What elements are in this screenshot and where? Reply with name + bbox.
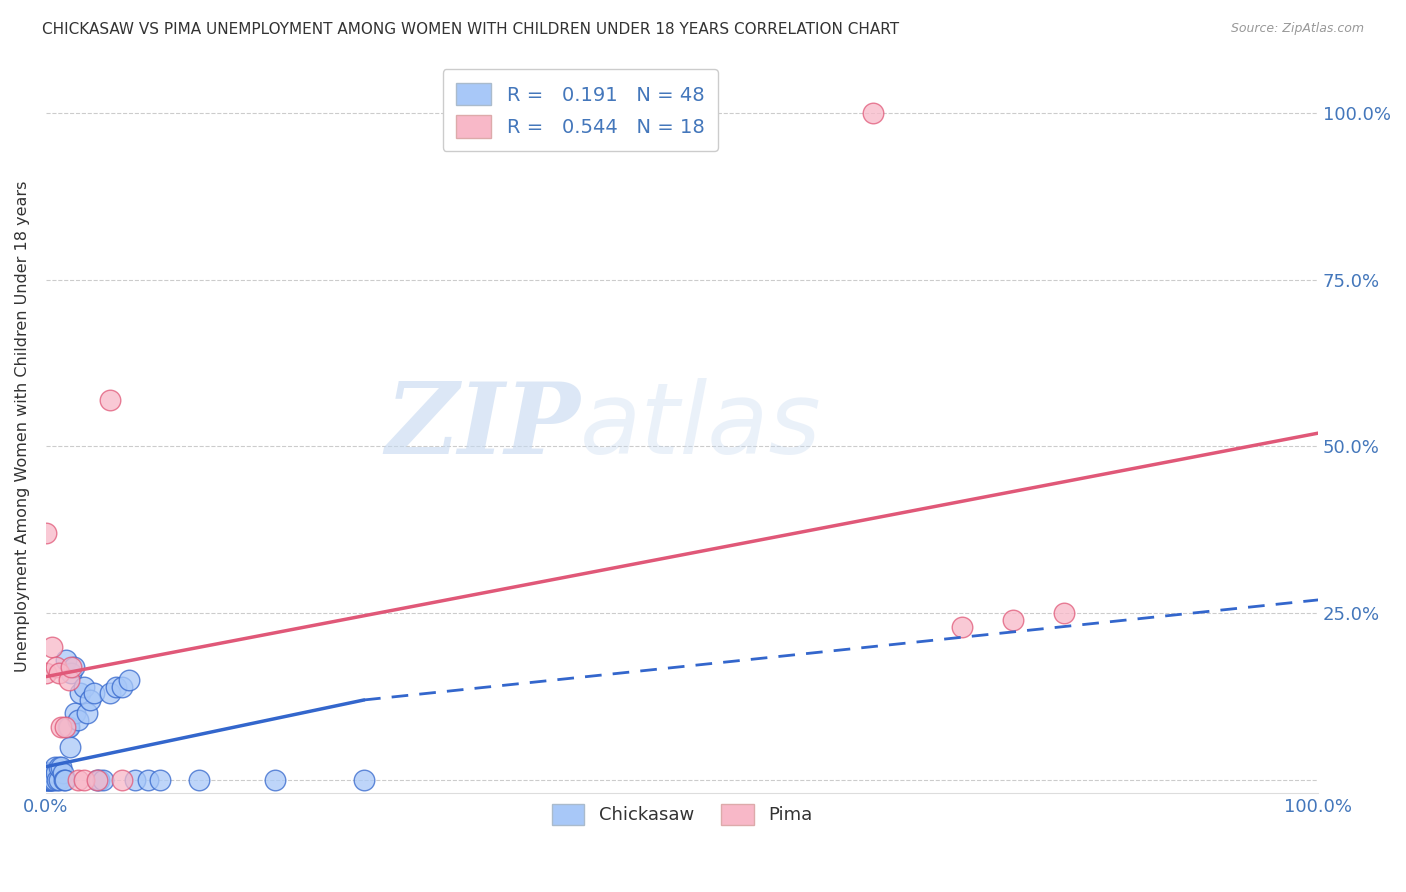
Point <box>187 772 209 787</box>
Point <box>41 766 63 780</box>
Point <box>52 772 75 787</box>
Point <box>66 772 89 787</box>
Point <box>111 772 134 787</box>
Point <box>353 772 375 787</box>
Legend: Chickasaw, Pima: Chickasaw, Pima <box>541 793 823 836</box>
Point <box>35 766 58 780</box>
Point <box>38 772 60 787</box>
Point <box>51 766 73 780</box>
Point <box>86 772 108 787</box>
Point <box>51 759 73 773</box>
Point <box>53 772 76 787</box>
Point <box>35 526 58 541</box>
Point <box>42 772 65 787</box>
Point <box>98 392 121 407</box>
Y-axis label: Unemployment Among Women with Children Under 18 years: Unemployment Among Women with Children U… <box>15 181 30 673</box>
Point <box>83 686 105 700</box>
Point <box>69 686 91 700</box>
Point <box>111 680 134 694</box>
Text: atlas: atlas <box>581 378 823 475</box>
Point <box>63 659 86 673</box>
Point <box>1001 613 1024 627</box>
Point <box>104 680 127 694</box>
Point <box>60 659 83 673</box>
Point <box>73 772 96 787</box>
Point <box>48 666 70 681</box>
Point <box>37 772 59 787</box>
Point <box>56 720 79 734</box>
Point <box>136 772 159 787</box>
Point <box>46 772 69 787</box>
Point <box>950 619 973 633</box>
Point <box>38 772 60 787</box>
Point <box>98 686 121 700</box>
Point <box>44 759 66 773</box>
Point <box>59 739 82 754</box>
Point <box>76 706 98 721</box>
Point <box>45 766 67 780</box>
Point <box>91 772 114 787</box>
Point <box>38 766 60 780</box>
Point <box>35 772 58 787</box>
Point <box>39 772 62 787</box>
Point <box>73 680 96 694</box>
Point <box>51 720 73 734</box>
Point <box>58 720 80 734</box>
Point <box>264 772 287 787</box>
Point <box>53 720 76 734</box>
Point <box>41 640 63 654</box>
Text: CHICKASAW VS PIMA UNEMPLOYMENT AMONG WOMEN WITH CHILDREN UNDER 18 YEARS CORRELAT: CHICKASAW VS PIMA UNEMPLOYMENT AMONG WOM… <box>42 22 900 37</box>
Point <box>48 772 70 787</box>
Point <box>45 659 67 673</box>
Point <box>37 766 59 780</box>
Point <box>124 772 146 787</box>
Point <box>86 772 108 787</box>
Point <box>149 772 172 787</box>
Text: ZIP: ZIP <box>385 378 581 475</box>
Text: Source: ZipAtlas.com: Source: ZipAtlas.com <box>1230 22 1364 36</box>
Point <box>1053 606 1076 620</box>
Point <box>89 772 111 787</box>
Point <box>35 772 58 787</box>
Point <box>118 673 141 687</box>
Point <box>58 673 80 687</box>
Point <box>79 693 101 707</box>
Point <box>38 772 60 787</box>
Point <box>65 706 87 721</box>
Point <box>35 666 58 681</box>
Point <box>66 713 89 727</box>
Point <box>41 772 63 787</box>
Point <box>55 653 77 667</box>
Point <box>862 106 884 120</box>
Point <box>60 666 83 681</box>
Point <box>48 759 70 773</box>
